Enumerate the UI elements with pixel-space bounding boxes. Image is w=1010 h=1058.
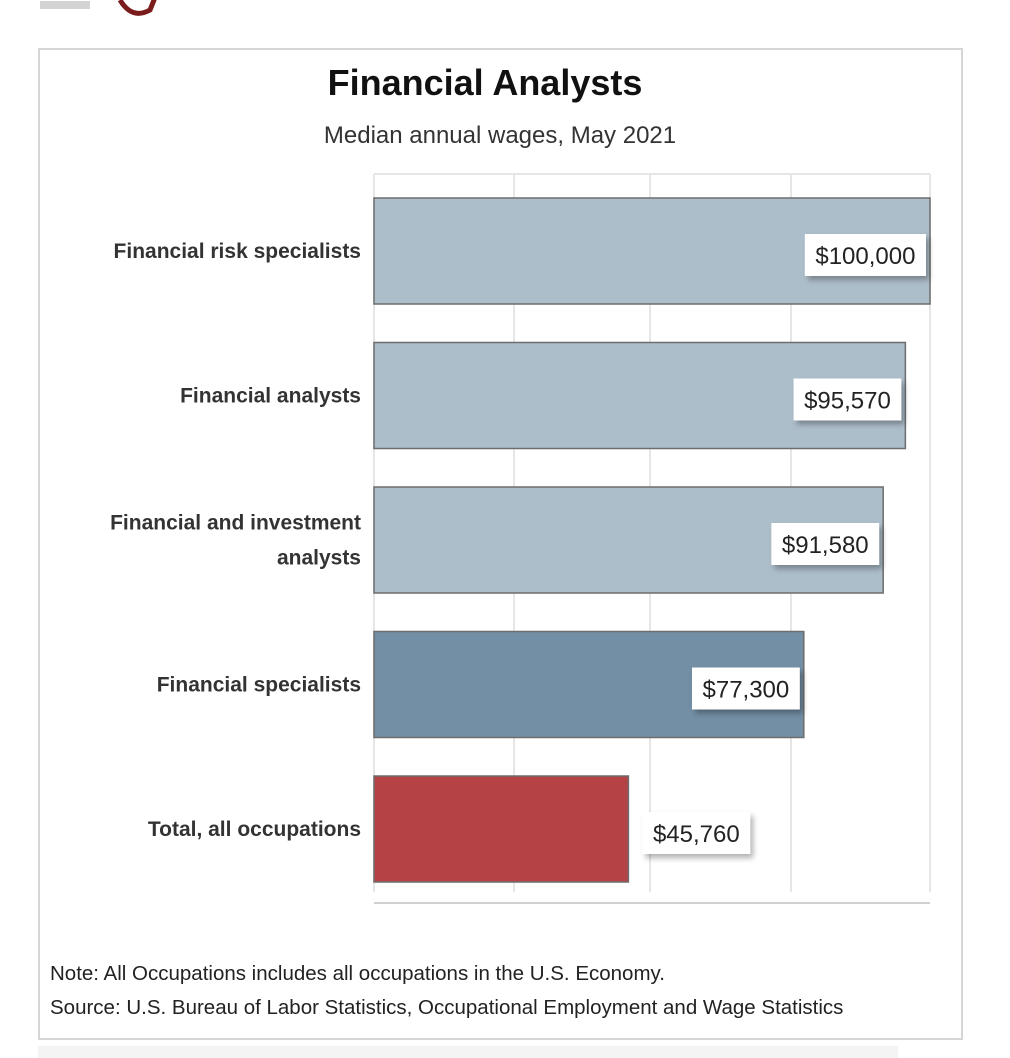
category-label: Financial analysts <box>180 385 361 408</box>
category-label: analysts <box>277 547 361 570</box>
chart-title: Financial Analysts <box>327 62 643 103</box>
chart-subtitle: Median annual wages, May 2021 <box>323 122 677 149</box>
cut-off-body-text <box>0 1040 1010 1058</box>
value-label-box <box>804 234 926 276</box>
cut-off-body-text-glyphs <box>38 1046 898 1058</box>
value-label: $45,760 <box>653 821 740 848</box>
category-label: Total, all occupations <box>148 818 361 841</box>
chart-source: Source: U.S. Bureau of Labor Statistics,… <box>50 996 844 1019</box>
value-label: $95,570 <box>804 388 891 415</box>
value-label-box <box>691 667 800 710</box>
cut-off-heading-glyph <box>40 0 157 16</box>
value-label-box <box>642 812 751 854</box>
chart-note: Note: All Occupations includes all occup… <box>50 962 665 985</box>
category-labels: Financial risk specialists Financial anal… <box>110 240 361 841</box>
value-label: $100,000 <box>815 243 915 270</box>
value-label: $91,580 <box>782 532 869 559</box>
category-label: Financial and investment <box>110 512 361 535</box>
value-label: $77,300 <box>703 677 790 704</box>
value-label-box <box>771 523 880 565</box>
category-label: Financial specialists <box>157 674 361 697</box>
value-label-box <box>793 378 902 421</box>
bar <box>373 775 630 883</box>
value-labels: $100,000 $95,570 $91,580 $77,300 $45,760 <box>642 234 926 854</box>
cut-off-heading-fragment <box>0 0 300 16</box>
category-label: Financial risk specialists <box>114 240 361 263</box>
